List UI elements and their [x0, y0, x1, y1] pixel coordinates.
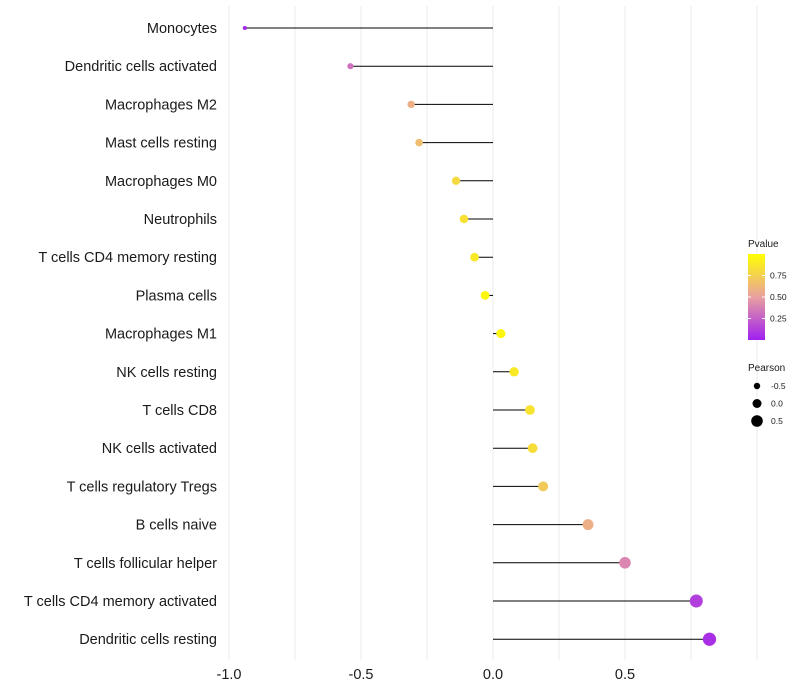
legend: Pvalue Pearson 0.75 0.50 0.25 -0.5 0.0 0.5 — [748, 239, 787, 427]
category-label: Macrophages M1 — [105, 327, 217, 343]
lollipop-stems — [244, 27, 710, 640]
x-tick-label: -0.5 — [349, 667, 374, 683]
lollipop-point — [509, 367, 519, 377]
size-key-label: 0.0 — [771, 399, 783, 409]
x-tick-label: -1.0 — [217, 667, 242, 683]
size-key-label: 0.5 — [771, 416, 783, 426]
lollipop-point — [702, 632, 717, 646]
lollipop-point — [459, 214, 469, 224]
colorbar-tick-label: 0.75 — [770, 271, 787, 281]
x-tick-label: 0.0 — [483, 667, 503, 683]
size-key-dot — [753, 382, 761, 390]
category-label: Dendritic cells activated — [65, 59, 217, 75]
lollipop-point — [496, 329, 506, 339]
category-label: T cells follicular helper — [74, 556, 217, 572]
category-label: Neutrophils — [144, 212, 217, 228]
category-label: Monocytes — [147, 21, 217, 37]
lollipop-point — [407, 100, 415, 109]
lollipop-point — [415, 138, 423, 147]
lollipop-point — [527, 443, 538, 454]
lollipop-points — [242, 25, 717, 646]
lollipop-point — [480, 290, 490, 300]
category-label: T cells CD8 — [142, 403, 217, 419]
x-axis-ticks: -1.0 -0.5 0.0 0.5 — [217, 667, 636, 683]
pvalue-colorbar — [748, 254, 765, 340]
size-key-dot — [752, 399, 762, 408]
category-labels: Monocytes Dendritic cells activated Macrop… — [24, 21, 217, 648]
lollipop-point — [689, 594, 703, 608]
legend-pvalue-title: Pvalue — [748, 239, 779, 250]
colorbar-tick-label: 0.50 — [770, 292, 787, 302]
category-label: B cells naive — [136, 518, 217, 534]
lollipop-point — [470, 252, 479, 262]
category-label: NK cells resting — [116, 365, 217, 381]
x-tick-label: 0.5 — [615, 667, 635, 683]
category-label: Macrophages M0 — [105, 174, 217, 190]
category-label: Macrophages M2 — [105, 97, 217, 113]
category-label: Dendritic cells resting — [79, 632, 217, 648]
lollipop-point — [451, 176, 461, 185]
colorbar-tick-label: 0.25 — [770, 314, 787, 324]
category-label: T cells CD4 memory resting — [38, 250, 217, 266]
category-label: T cells regulatory Tregs — [67, 479, 217, 495]
lollipop-point — [538, 481, 549, 492]
lollipop-point — [347, 63, 354, 70]
size-key-label: -0.5 — [771, 381, 786, 391]
lollipop-point — [619, 557, 631, 569]
category-label: Plasma cells — [136, 288, 217, 304]
category-label: Mast cells resting — [105, 136, 217, 152]
legend-pearson-title: Pearson — [748, 363, 785, 374]
lollipop-point — [582, 519, 594, 531]
size-key-dot — [751, 415, 763, 427]
category-label: NK cells activated — [102, 441, 217, 457]
lollipop-point — [525, 405, 535, 415]
lollipop-point — [242, 25, 247, 31]
category-label: T cells CD4 memory activated — [24, 594, 217, 610]
